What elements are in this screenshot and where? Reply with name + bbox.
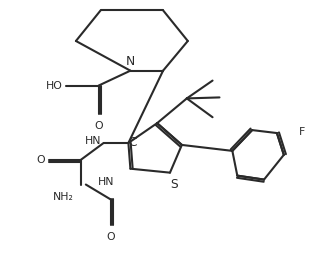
Text: O: O — [37, 155, 45, 165]
Text: HO: HO — [46, 81, 63, 91]
Text: S: S — [170, 178, 178, 191]
Text: O: O — [94, 121, 103, 131]
Text: C: C — [128, 137, 137, 150]
Text: F: F — [299, 127, 305, 137]
Text: O: O — [106, 232, 115, 242]
Text: HN: HN — [98, 176, 114, 187]
Text: HN: HN — [85, 136, 102, 146]
Text: N: N — [126, 55, 135, 68]
Text: NH₂: NH₂ — [53, 193, 74, 202]
